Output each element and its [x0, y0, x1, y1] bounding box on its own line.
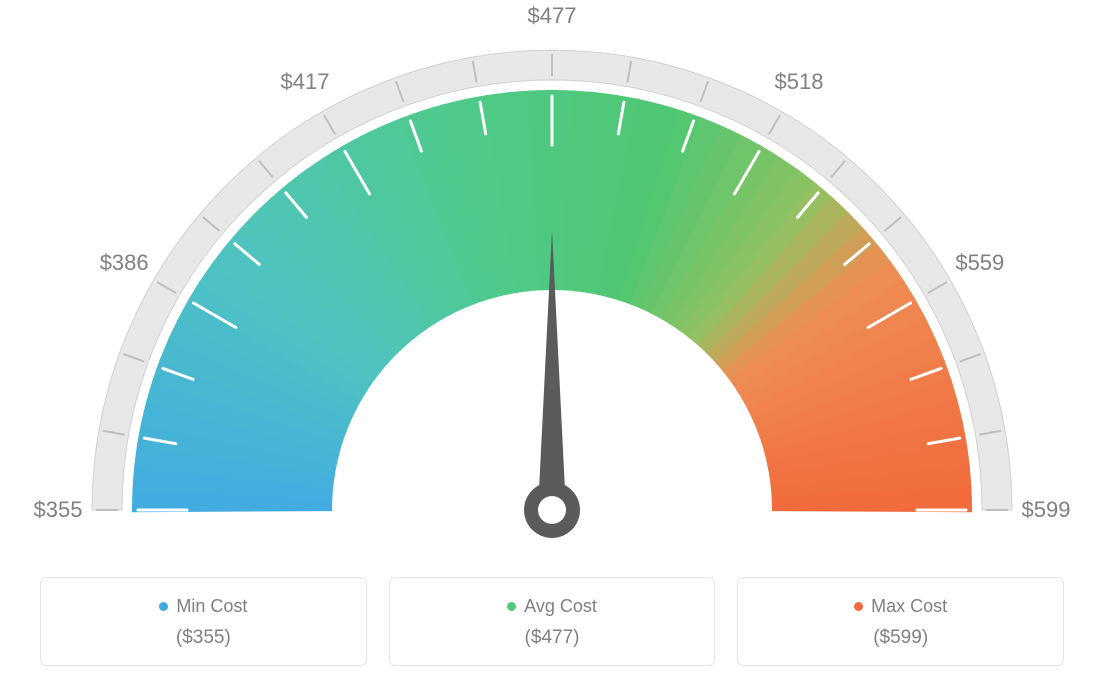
needle-hub-hole — [538, 496, 566, 524]
legend-value-min: ($355) — [51, 627, 356, 649]
tick-label: $518 — [775, 69, 824, 95]
tick-label: $477 — [528, 3, 577, 29]
legend-box-min: Min Cost ($355) — [40, 577, 367, 666]
tick-label: $559 — [955, 250, 1004, 276]
legend-dot-max — [854, 602, 863, 611]
tick-label: $355 — [34, 497, 83, 523]
legend-label-avg: Avg Cost — [524, 596, 597, 617]
tick-label: $386 — [100, 250, 149, 276]
legend-dot-min — [159, 602, 168, 611]
tick-label: $417 — [281, 69, 330, 95]
legend-label-min: Min Cost — [176, 596, 247, 617]
legend-value-max: ($599) — [748, 627, 1053, 649]
legend-row: Min Cost ($355) Avg Cost ($477) Max Cost… — [40, 577, 1064, 666]
legend-value-avg: ($477) — [400, 627, 705, 649]
tick-label: $599 — [1022, 497, 1071, 523]
legend-box-avg: Avg Cost ($477) — [389, 577, 716, 666]
gauge-svg — [0, 0, 1104, 560]
legend-label-max: Max Cost — [871, 596, 947, 617]
cost-gauge-chart: $355 $386 $417 $477 $518 $559 $599 — [0, 0, 1104, 560]
legend-box-max: Max Cost ($599) — [737, 577, 1064, 666]
legend-dot-avg — [507, 602, 516, 611]
